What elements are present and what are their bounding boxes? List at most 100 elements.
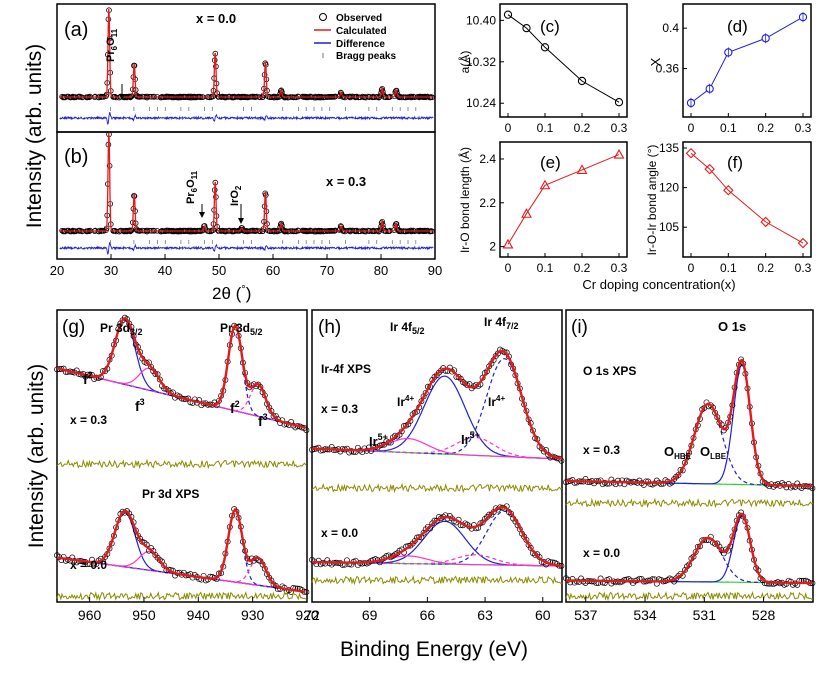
panel-i-frame	[565, 309, 814, 603]
olbe-label: OLBE	[700, 444, 727, 461]
observed-point	[675, 472, 682, 479]
xrd-x-ticks: 20 30 40 50 60 70 80 90	[50, 254, 442, 278]
label-f3-left: f3	[135, 397, 145, 414]
observed-point	[701, 536, 708, 543]
panel-g-plot: 960 950 940 930 920	[54, 314, 319, 623]
x-tick-label: 0	[505, 121, 512, 135]
panel-d-frame	[682, 3, 812, 118]
point-0	[503, 10, 513, 19]
fit-line	[566, 512, 813, 585]
x-tick-label: 0.1	[537, 261, 554, 275]
panel-i-x00: x = 0.0	[583, 546, 620, 560]
observed-point	[395, 227, 402, 234]
y-tick-label: 2.4	[479, 152, 496, 166]
panel-h-plot: 72 69 66 63 60	[304, 346, 565, 623]
fit-line	[56, 507, 306, 593]
svg-text:IrO2: IrO2	[229, 185, 243, 206]
observed-markers	[59, 131, 435, 235]
residual-line	[565, 497, 814, 509]
x-tick-label: 60	[535, 607, 551, 623]
y-tick-label: 105	[659, 220, 679, 234]
panel-b-frame	[56, 131, 436, 260]
x-tick-label: 0.2	[574, 261, 591, 275]
x-tick-label: 0.1	[720, 261, 737, 275]
panel-h-x00: x = 0.0	[321, 526, 358, 540]
x-tick-label: 528	[752, 607, 776, 623]
bragg-ticks	[110, 240, 417, 244]
panel-f-frame	[682, 141, 812, 258]
y-tick-label: 10.32	[466, 55, 496, 69]
observed-point	[468, 385, 475, 392]
series-line	[507, 154, 620, 245]
point-0.2	[576, 164, 588, 174]
xrd-x-axis-label: 2θ (°)	[212, 284, 251, 303]
panel-c-label: (c)	[540, 17, 560, 36]
panel-e-label: (e)	[540, 153, 561, 172]
xps-x-axis-label: Binding Energy (eV)	[340, 638, 528, 661]
observed-point	[272, 582, 279, 589]
annotation-iro2-b: IrO2	[229, 185, 244, 224]
point-0.3	[614, 98, 624, 107]
component-olbe	[566, 363, 813, 487]
y-tick-label: 0.4	[662, 21, 679, 35]
y-tick-label: 10.24	[466, 96, 496, 110]
panel-h-title: Ir-4f XPS	[321, 362, 371, 376]
x-tick-label: 0.3	[611, 261, 628, 275]
x-tick-label: 537	[574, 607, 598, 623]
panel-h-x03: x = 0.3	[321, 402, 358, 416]
cr-x-axis-label: Cr doping concentration(x)	[582, 277, 735, 292]
point-0	[502, 238, 514, 249]
observed-point	[416, 533, 423, 540]
x-tick-label: 0	[688, 261, 695, 275]
lattice-panels: 10.24 10.32 10.40 0 0.1 0.2 0.3 0.36 0.4 0 0.1 0.2…	[457, 3, 812, 292]
x-tick-label: 0.3	[795, 121, 812, 135]
point-0.1	[539, 179, 551, 190]
y-tick-label: 135	[659, 141, 679, 155]
observed-point	[718, 547, 725, 554]
panel-g-label: (g)	[62, 317, 85, 338]
panel-f-ylabel: Ir-O-Ir bond angle (°)	[645, 145, 659, 256]
panel-h-frame	[311, 309, 563, 603]
point-0	[685, 148, 697, 159]
x-tick-label: 0.2	[757, 261, 774, 275]
observed-point	[154, 554, 161, 561]
point-0.05	[704, 163, 715, 175]
x-tick-label: 950	[132, 607, 156, 623]
arrow-head	[119, 94, 125, 100]
observed-point	[420, 529, 427, 536]
observed-point	[407, 542, 414, 549]
fit-line	[566, 358, 813, 488]
observed-point	[280, 227, 286, 233]
x-tick-label: 40	[158, 263, 172, 278]
panel-f-plot: 105 120 135 0 0.1 0.2 0.3	[659, 141, 812, 275]
label-f2-left: f2	[83, 370, 93, 387]
ir5plus-right: Ir5+	[461, 430, 480, 447]
point-0.1	[540, 43, 550, 52]
x-tick-label: 90	[428, 263, 442, 278]
panel-d-plot: 0.36 0.4 0 0.1 0.2 0.3	[656, 12, 812, 135]
panel-i-plot: 537 534 531 528	[563, 356, 816, 623]
xrd-panels: (a) (b) x = 0.0 x = 0.3 Observed Calcula…	[23, 3, 442, 303]
observed-point	[398, 428, 405, 435]
residual-line	[56, 591, 307, 602]
fit-line	[311, 349, 563, 460]
point-0.05	[522, 23, 531, 33]
x-tick-label: 0	[505, 261, 512, 275]
y-tick-label: 2.2	[479, 196, 496, 210]
legend: Observed Calculated Difference Bragg pea…	[314, 13, 396, 62]
ir4f72-label: Ir 4f7/2	[484, 315, 519, 331]
x-tick-label: 50	[212, 263, 226, 278]
panel-e-plot: 2 2.2 2.4 0 0.1 0.2 0.3	[479, 148, 628, 275]
annotation-pr6o11-b: Pr6O11	[185, 170, 205, 218]
x-tick-label: 0	[688, 121, 695, 135]
annotation-pr6o11-a: Pr6O11	[105, 28, 125, 100]
panel-a-plot	[59, 7, 435, 125]
residual-line	[311, 482, 563, 494]
pr3d52-label: Pr 3d5/2	[220, 321, 263, 337]
panel-g-frame	[56, 309, 308, 603]
svg-text:Pr6O11: Pr6O11	[185, 170, 199, 204]
observed-point	[617, 480, 623, 487]
series-line	[690, 152, 804, 244]
panel-i-title: O 1s XPS	[583, 364, 636, 378]
